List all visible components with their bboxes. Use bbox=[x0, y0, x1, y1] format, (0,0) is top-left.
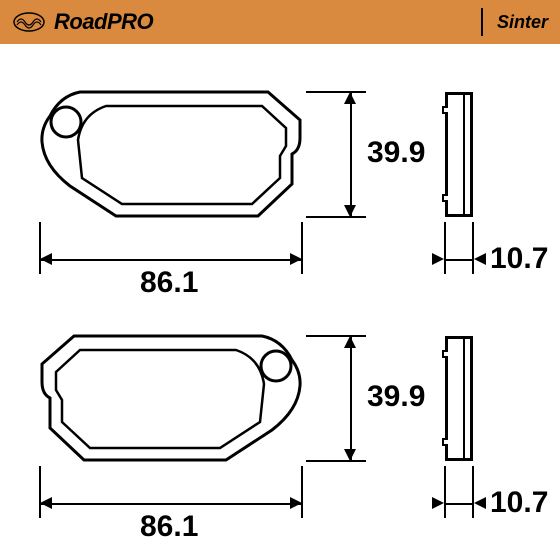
pad-bottom-profile bbox=[445, 336, 473, 461]
dim-width-bottom: 86.1 bbox=[140, 510, 198, 544]
brand-prefix: Road bbox=[54, 9, 107, 34]
dim-arrow bbox=[432, 253, 444, 265]
pad-top-profile-backing bbox=[463, 92, 465, 217]
dim-tick bbox=[472, 466, 474, 518]
dim-line bbox=[40, 259, 302, 261]
brand-suffix: PRO bbox=[107, 9, 153, 34]
dim-tick bbox=[39, 466, 41, 518]
dim-arrow bbox=[474, 497, 486, 509]
pad-top-profile bbox=[445, 92, 473, 217]
dim-arrow bbox=[344, 92, 356, 104]
dim-width-top: 86.1 bbox=[140, 266, 198, 300]
pad-bottom-profile-notch-b bbox=[442, 438, 448, 446]
dim-thickness-bottom: 10.7 bbox=[490, 486, 548, 520]
dim-arrow bbox=[432, 497, 444, 509]
pad-top-profile-notch-b bbox=[442, 194, 448, 202]
dim-tick bbox=[306, 460, 366, 462]
brand-logo-icon bbox=[12, 11, 46, 33]
dim-height-bottom: 39.9 bbox=[367, 380, 425, 414]
dim-tick bbox=[472, 222, 474, 274]
dim-line bbox=[445, 259, 473, 261]
brand-name: RoadPRO bbox=[54, 9, 153, 35]
dim-tick bbox=[39, 222, 41, 274]
dim-line bbox=[40, 503, 302, 505]
dim-arrow bbox=[40, 253, 52, 265]
header-divider bbox=[481, 8, 483, 36]
dim-line bbox=[350, 336, 352, 461]
dim-line bbox=[445, 503, 473, 505]
dim-tick bbox=[306, 216, 366, 218]
brake-pad-bottom bbox=[36, 332, 306, 464]
brake-pad-top bbox=[36, 88, 306, 220]
pad-bottom-profile-notch-t bbox=[442, 350, 448, 358]
dim-tick bbox=[444, 222, 446, 274]
dim-thickness-top: 10.7 bbox=[490, 242, 548, 276]
diagram-area: 39.9 86.1 10.7 39.9 86.1 10.7 bbox=[0, 44, 560, 560]
dim-arrow bbox=[40, 497, 52, 509]
pad-top-profile-notch-t bbox=[442, 106, 448, 114]
dim-tick bbox=[306, 335, 366, 337]
dim-tick bbox=[306, 91, 366, 93]
dim-tick bbox=[301, 222, 303, 274]
dim-height-top: 39.9 bbox=[367, 136, 425, 170]
dim-tick bbox=[301, 466, 303, 518]
dim-arrow bbox=[344, 336, 356, 348]
product-category: Sinter bbox=[497, 12, 548, 33]
dim-arrow bbox=[474, 253, 486, 265]
dim-tick bbox=[444, 466, 446, 518]
header-right: Sinter bbox=[467, 8, 548, 36]
pad-bottom-profile-backing bbox=[463, 336, 465, 461]
dim-line bbox=[350, 92, 352, 217]
header-bar: RoadPRO Sinter bbox=[0, 0, 560, 44]
header-left: RoadPRO bbox=[12, 9, 153, 35]
